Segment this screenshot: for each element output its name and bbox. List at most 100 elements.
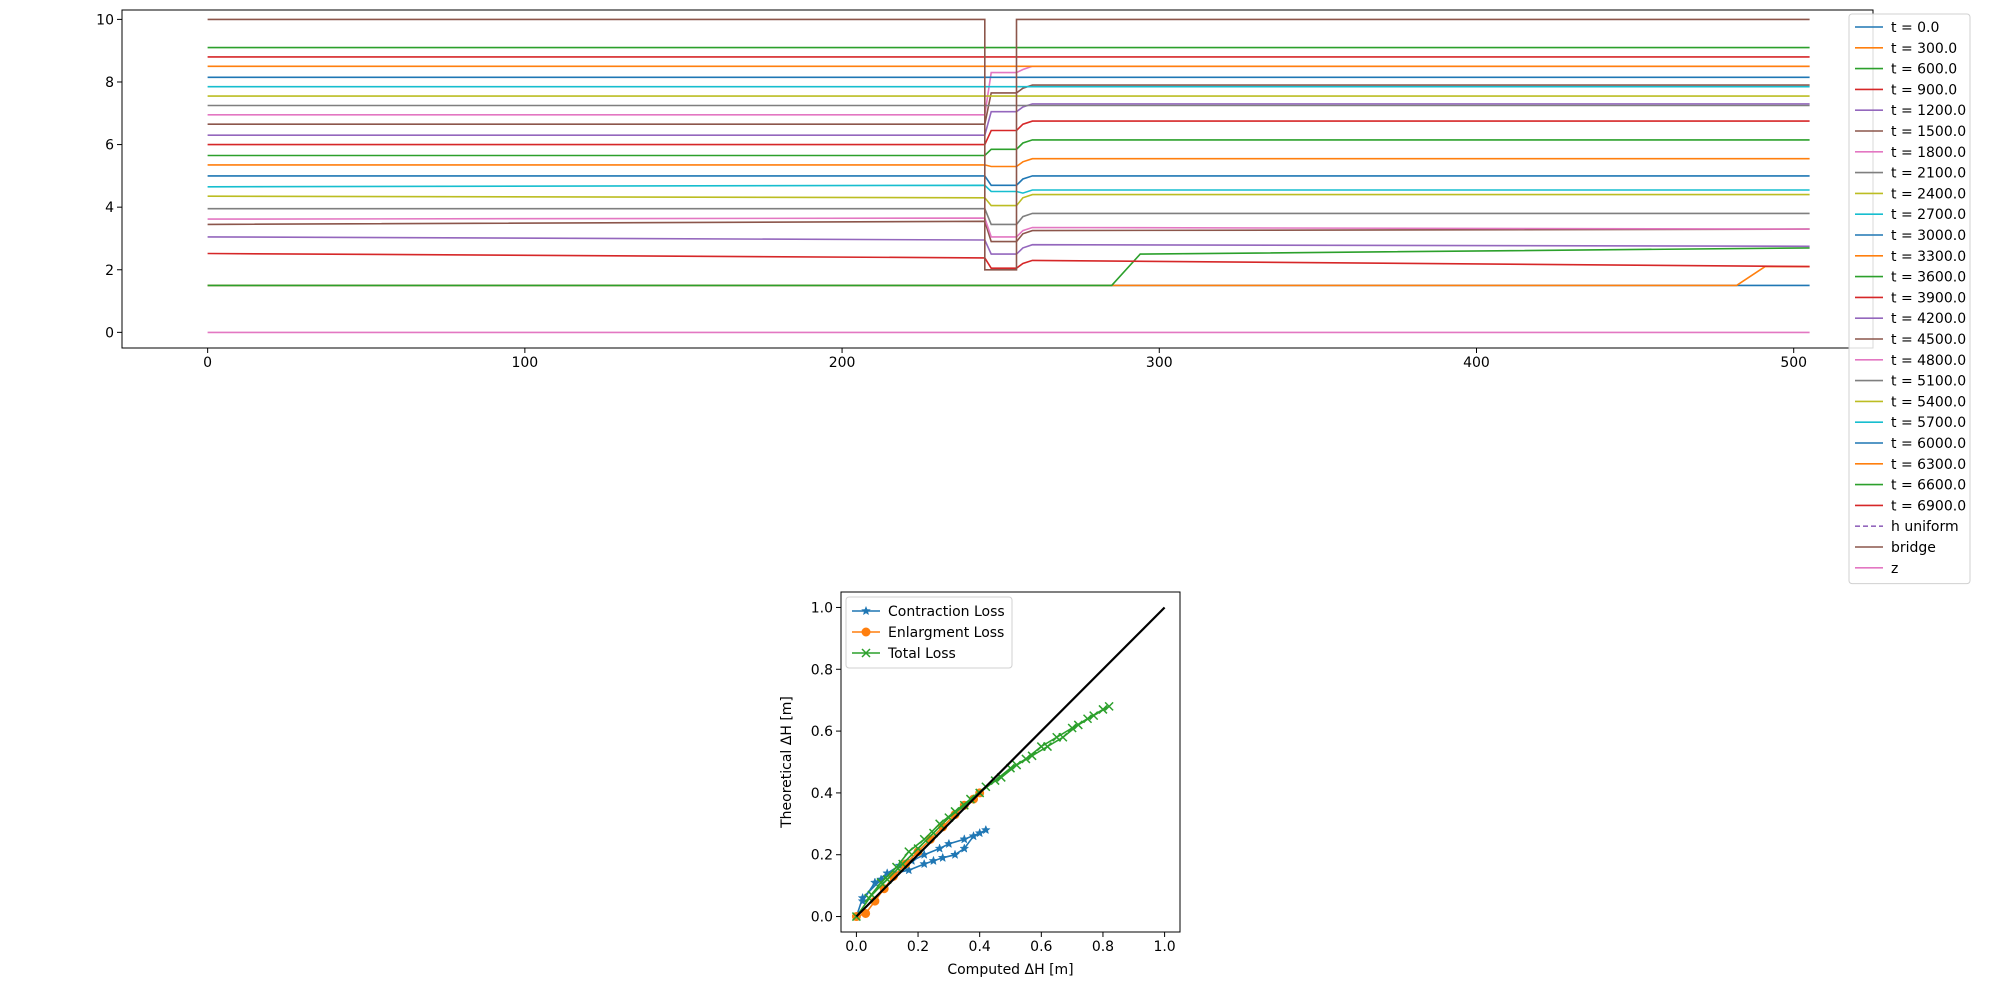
y-tick-label: 0.6	[811, 724, 833, 740]
x-tick-label: 0.6	[1030, 939, 1052, 955]
data-point	[974, 827, 985, 838]
x-axis-label: Computed ΔH [m]	[947, 962, 1073, 978]
legend: t = 0.0 t = 300.0 t = 600.0 t = 900.0 t = 12…	[1848, 13, 1971, 585]
x-tick-label: 300	[1146, 355, 1173, 371]
legend-box	[1848, 13, 1971, 585]
loss-series	[851, 606, 1166, 922]
data-point	[1027, 751, 1037, 761]
data-point	[1067, 723, 1077, 733]
data-point	[861, 908, 871, 918]
data-point	[959, 843, 970, 853]
data-point	[869, 877, 880, 887]
legend-label: t = 2700.0	[1891, 207, 1966, 223]
data-point	[934, 843, 945, 853]
plot-frame	[840, 591, 1181, 933]
data-point	[919, 834, 929, 844]
legend-label: t = 6300.0	[1891, 457, 1966, 473]
legend-label: t = 1500.0	[1891, 124, 1966, 140]
y-tick-label: 8	[105, 75, 114, 91]
legend-label: h uniform	[1891, 519, 1959, 535]
y-tick-label: 0.4	[811, 786, 833, 802]
y-tick-label: 0	[105, 325, 114, 341]
data-point	[943, 838, 954, 849]
legend-label: t = 5700.0	[1891, 415, 1966, 431]
data-point	[980, 824, 991, 835]
legend-label: t = 4800.0	[1891, 353, 1966, 369]
data-point	[876, 878, 886, 888]
x-tick-label: 200	[829, 355, 856, 371]
y-tick-label: 1.0	[811, 600, 833, 616]
y-tick-label: 4	[105, 200, 114, 216]
legend-label: t = 0.0	[1891, 20, 1939, 36]
legend-label: t = 4500.0	[1891, 332, 1966, 348]
y-tick-label: 10	[96, 12, 114, 28]
legend-label: t = 5400.0	[1891, 394, 1966, 410]
data-point	[990, 776, 1000, 786]
legend-label: t = 5100.0	[1891, 374, 1966, 390]
head-loss-comparison-plot: 0.0 0.2 0.4 0.6 0.8 1.0 0.0 0.2 0.4 0.6 0.8 1.0 Com…	[779, 591, 1181, 978]
x-tick-label: 0	[203, 355, 212, 371]
data-point	[1083, 714, 1093, 724]
data-point	[1042, 742, 1053, 752]
legend-label: Total Loss	[887, 646, 956, 662]
legend-label: bridge	[1891, 540, 1936, 556]
legend-label: t = 1200.0	[1891, 103, 1966, 119]
legend-label: t = 6900.0	[1891, 498, 1966, 514]
data-point	[1073, 720, 1083, 730]
legend-label: t = 6600.0	[1891, 478, 1966, 494]
data-point	[959, 834, 970, 844]
legend-label: t = 4200.0	[1891, 311, 1966, 327]
x-tick-label: 400	[1463, 355, 1490, 371]
legend-label: t = 6000.0	[1891, 436, 1966, 452]
reference-line-group	[855, 606, 1166, 918]
legend-label: t = 3600.0	[1891, 270, 1966, 286]
data-point	[935, 819, 945, 829]
data-point	[968, 830, 979, 841]
data-point	[904, 847, 914, 857]
y-tick-label: 0.8	[811, 662, 833, 678]
legend-label: t = 900.0	[1891, 82, 1957, 98]
y-tick-label: 0.2	[811, 848, 833, 864]
x-tick-label: 0.2	[907, 939, 929, 955]
legend-label: Contraction Loss	[888, 604, 1005, 620]
legend-label: t = 2400.0	[1891, 186, 1966, 202]
x-tick-label: 100	[511, 355, 538, 371]
data-point	[965, 794, 975, 804]
series-line	[207, 18, 1810, 271]
y-axis-label: Theoretical ΔH [m]	[779, 696, 795, 829]
y-tick-label: 0.0	[811, 910, 833, 926]
data-point	[1089, 711, 1099, 721]
y-tick-label: 2	[105, 263, 114, 279]
legend-label: Enlargment Loss	[888, 625, 1004, 641]
identity-line	[855, 606, 1166, 918]
data-point	[937, 852, 948, 863]
data-point	[882, 868, 893, 878]
legend-label: t = 1800.0	[1891, 145, 1966, 161]
legend-label: t = 3300.0	[1891, 249, 1966, 265]
x-tick-label: 0.8	[1092, 939, 1114, 955]
data-point	[891, 862, 902, 872]
x-tick-label: 500	[1780, 355, 1807, 371]
legend: Contraction Loss Enlargment Loss Total Los…	[845, 596, 1013, 669]
data-point	[919, 858, 930, 869]
data-point	[861, 648, 871, 658]
series-line	[207, 247, 1810, 287]
legend-label: t = 3000.0	[1891, 228, 1966, 244]
data-point	[861, 627, 871, 637]
legend-label: t = 600.0	[1891, 62, 1957, 78]
x-tick-label: 0.4	[969, 939, 991, 955]
water-surface-profiles-plot: 0 100 200 300 400 500 0 2 4 6 8 10 t = 0.0 t = 300.0…	[96, 9, 1971, 585]
data-point	[950, 849, 960, 859]
axis-ticks: 0.0 0.2 0.4 0.6 0.8 1.0 0.0 0.2 0.4 0.6 0.8 1.0	[811, 600, 1176, 955]
legend-label: t = 2100.0	[1891, 166, 1966, 182]
legend-label: t = 3900.0	[1891, 290, 1966, 306]
y-tick-label: 6	[105, 138, 114, 154]
x-tick-label: 0.0	[845, 939, 867, 955]
data-point	[861, 605, 871, 616]
legend-box	[845, 596, 1013, 669]
axis-ticks: 0 100 200 300 400 500 0 2 4 6 8 10	[96, 12, 1807, 371]
legend-label: z	[1891, 561, 1898, 577]
data-point	[1098, 704, 1108, 714]
